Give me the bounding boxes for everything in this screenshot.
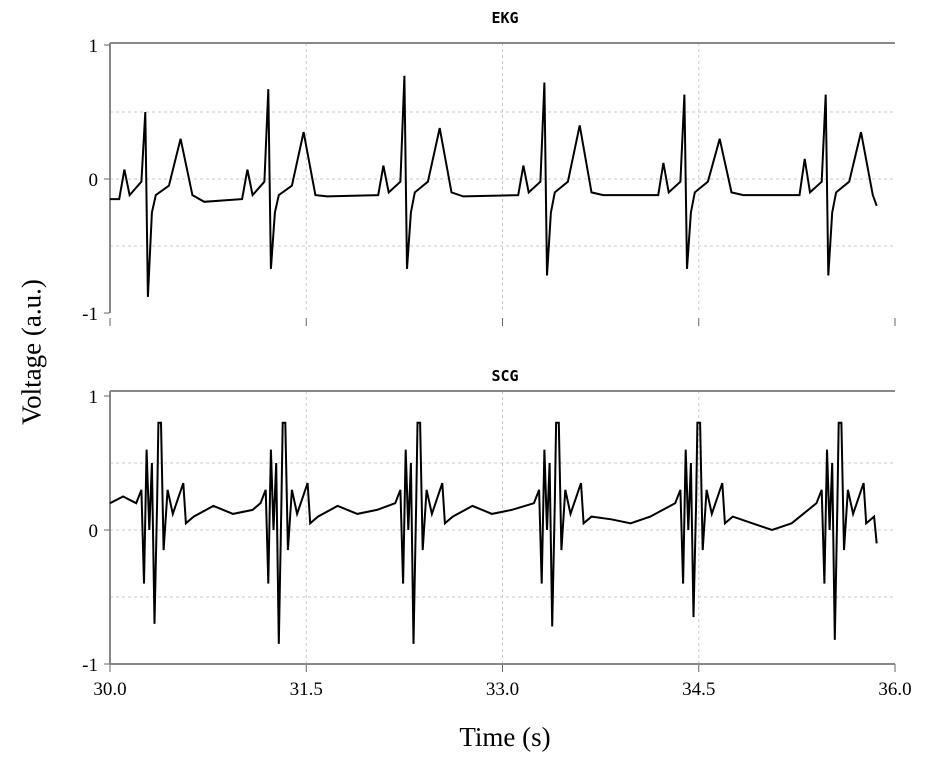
y-tick-label: 1: [89, 36, 99, 57]
scg-title: SCG: [491, 367, 519, 385]
ekg-series-line: [110, 75, 878, 297]
y-axis-label: Voltage (a.u.): [16, 279, 47, 425]
y-tick-label: -1: [82, 655, 98, 676]
x-tick-label: 33.0: [486, 679, 519, 700]
y-tick-label: 1: [89, 387, 99, 408]
x-tick-label: 31.5: [290, 679, 323, 700]
x-tick-label: 36.0: [878, 679, 911, 700]
ekg-title: EKG: [491, 9, 519, 27]
x-tick-label: 30.0: [93, 679, 126, 700]
y-tick-label: 0: [89, 521, 99, 542]
scg-series-line: [109, 421, 878, 644]
y-tick-label: 0: [89, 170, 99, 191]
y-tick-label: -1: [82, 304, 98, 325]
x-tick-label: 34.5: [682, 679, 715, 700]
x-axis-label: Time (s): [459, 722, 551, 752]
